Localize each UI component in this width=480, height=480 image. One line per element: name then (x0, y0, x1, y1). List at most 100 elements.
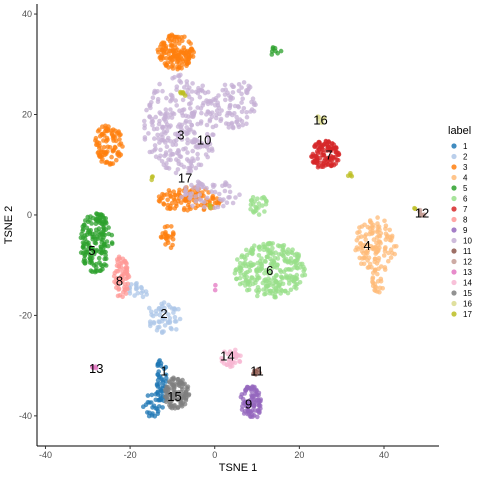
point-cluster-5 (93, 261, 99, 267)
point-cluster-10 (229, 82, 235, 88)
point-cluster-3 (164, 192, 170, 197)
point-cluster-3 (113, 138, 119, 144)
point-cluster-6 (262, 209, 267, 214)
point-cluster-4 (362, 234, 368, 239)
point-cluster-10 (155, 99, 161, 104)
point-cluster-4 (370, 270, 376, 276)
point-cluster-9 (243, 387, 248, 393)
legend-label-1: 1 (463, 142, 468, 151)
point-cluster-1 (153, 391, 158, 397)
point-cluster-4 (375, 224, 380, 230)
point-cluster-3 (161, 40, 167, 46)
point-cluster-6 (273, 279, 279, 284)
point-cluster-6 (248, 206, 253, 212)
point-cluster-10 (207, 118, 213, 124)
point-cluster-4 (376, 239, 382, 244)
point-cluster-10 (190, 81, 195, 86)
point-cluster-12 (417, 209, 423, 215)
point-cluster-15 (179, 402, 184, 408)
point-cluster-6 (279, 275, 285, 280)
point-cluster-8 (114, 263, 120, 268)
point-cluster-10 (210, 182, 216, 188)
point-cluster-3 (112, 135, 118, 140)
point-cluster-10 (214, 115, 219, 121)
point-cluster-3 (168, 59, 174, 65)
point-cluster-2 (177, 316, 183, 322)
point-cluster-4 (386, 250, 391, 256)
point-cluster-10 (240, 122, 245, 128)
point-cluster-3 (172, 192, 178, 198)
point-cluster-6 (256, 253, 262, 258)
legend-label-9: 9 (463, 226, 468, 235)
point-cluster-13 (213, 282, 218, 288)
point-cluster-10 (199, 110, 204, 116)
point-cluster-5 (100, 237, 105, 242)
point-cluster-10 (180, 113, 186, 118)
point-cluster-15 (180, 387, 185, 392)
point-cluster-10 (197, 192, 202, 197)
point-cluster-17 (412, 205, 417, 211)
point-cluster-10 (195, 156, 200, 161)
point-cluster-15 (169, 398, 174, 404)
point-cluster-5 (85, 214, 90, 220)
point-cluster-6 (253, 280, 258, 286)
point-cluster-10 (151, 126, 157, 132)
point-cluster-1 (143, 402, 149, 408)
point-cluster-10 (185, 137, 190, 142)
point-cluster-3 (168, 194, 174, 199)
point-cluster-4 (365, 258, 370, 263)
point-cluster-5 (95, 236, 100, 242)
point-cluster-6 (272, 255, 278, 261)
point-cluster-10 (150, 119, 156, 124)
cluster-label-5: 5 (88, 243, 95, 258)
point-cluster-5 (96, 255, 102, 261)
point-cluster-4 (365, 265, 371, 270)
point-cluster-10 (206, 148, 212, 153)
point-cluster-6 (241, 254, 247, 260)
point-cluster-5 (86, 243, 91, 248)
legend-key-8 (451, 216, 457, 223)
point-cluster-14 (226, 357, 232, 363)
point-cluster-2 (133, 281, 139, 287)
point-cluster-9 (256, 403, 262, 408)
point-cluster-5 (90, 231, 95, 237)
point-cluster-3 (169, 37, 175, 43)
point-cluster-3 (165, 206, 170, 211)
point-cluster-3 (107, 162, 113, 167)
point-cluster-14 (222, 349, 227, 355)
point-cluster-6 (234, 276, 239, 282)
point-cluster-4 (382, 265, 388, 270)
point-cluster-6 (249, 263, 254, 268)
point-cluster-4 (365, 224, 371, 230)
point-cluster-10 (241, 80, 247, 85)
point-cluster-2 (169, 326, 174, 332)
point-cluster-10 (226, 93, 232, 98)
point-cluster-10 (200, 143, 206, 149)
point-cluster-5 (98, 262, 104, 268)
point-cluster-8 (123, 291, 129, 296)
point-cluster-6 (280, 243, 285, 249)
point-cluster-12 (419, 213, 425, 218)
cluster-label-6: 6 (266, 263, 273, 278)
point-cluster-10 (163, 140, 168, 145)
legend-key-9 (451, 227, 457, 233)
point-cluster-8 (117, 267, 123, 272)
point-cluster-3 (189, 46, 195, 52)
point-cluster-6 (292, 265, 297, 270)
point-cluster-3 (94, 139, 100, 145)
point-cluster-5 (278, 48, 284, 54)
point-cluster-17 (348, 172, 353, 178)
point-cluster-6 (253, 208, 259, 213)
point-cluster-10 (163, 107, 169, 112)
point-cluster-10 (211, 132, 216, 138)
point-cluster-8 (117, 278, 122, 283)
point-cluster-6 (275, 289, 280, 294)
point-cluster-4 (372, 287, 377, 293)
point-cluster-10 (147, 149, 153, 155)
point-cluster-7 (331, 142, 337, 147)
point-cluster-2 (162, 305, 167, 311)
point-cluster-10 (176, 148, 181, 153)
point-cluster-15 (182, 381, 187, 387)
point-cluster-2 (158, 306, 164, 312)
